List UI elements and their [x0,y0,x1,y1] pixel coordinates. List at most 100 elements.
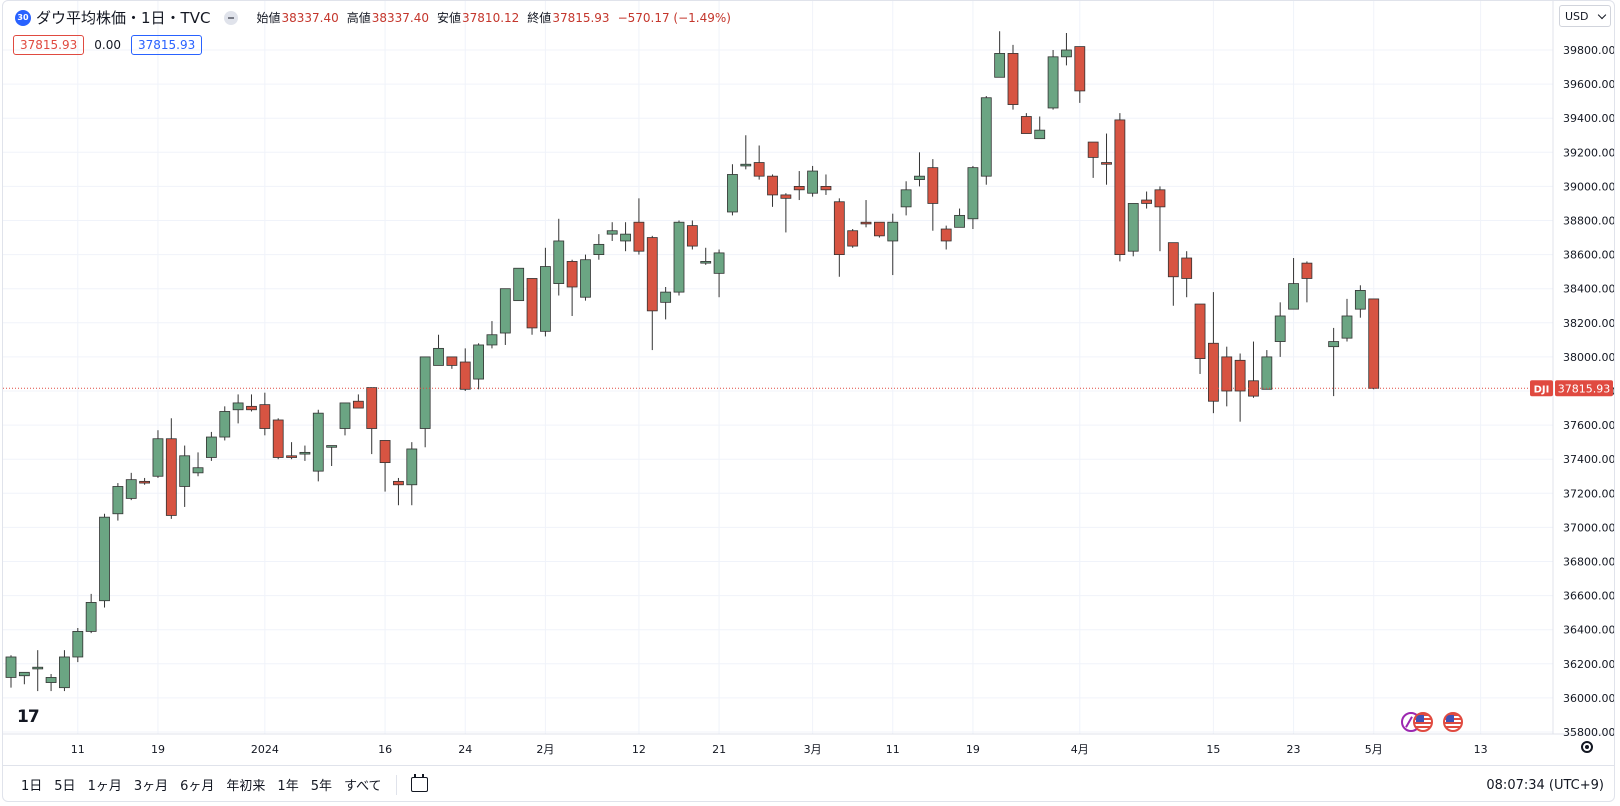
candle [1341,298,1353,342]
range-1m[interactable]: 1ヶ月 [87,779,122,794]
time-tick-label: 4月 [1071,743,1089,756]
symbol-title[interactable]: ダウ平均株価・1日・TVC [36,9,211,27]
candle-body [820,185,832,191]
candle [1154,186,1166,252]
time-tick-label: 12 [632,743,646,756]
candle-body [1020,116,1032,134]
candle [1328,327,1340,397]
candle [312,409,324,482]
candle [1047,50,1059,110]
time-tick-label: 24 [458,743,472,756]
candle-body [526,278,538,329]
change-value: −570.17 (−1.49%) [617,10,731,25]
candle-body [246,405,257,411]
candle [339,402,351,436]
candle [540,247,551,337]
candle [1087,141,1099,178]
candle-body [927,167,939,204]
us-flag-icon[interactable] [1443,712,1463,732]
candle-body [72,631,84,658]
candle-body [767,175,778,196]
candle [713,249,725,298]
range-1d[interactable]: 1日 [21,779,43,794]
candle-body [1141,199,1152,204]
candle [860,200,872,228]
candle-body [1127,203,1139,252]
candle-body [1074,46,1086,92]
candle-body [232,402,244,411]
candle [727,164,738,216]
candle [246,394,257,412]
range-6m[interactable]: 6ヶ月 [180,779,215,794]
candle-body [994,53,1006,78]
buy-price[interactable]: 37815.93 [130,35,203,55]
candle [112,483,124,521]
candle-body [580,259,591,298]
currency-select[interactable]: USD [1559,5,1611,27]
candle-body [807,170,818,194]
settings-icon[interactable] [1581,741,1593,753]
candle [45,674,57,692]
candle [593,234,605,260]
spread-value: 0.00 [94,38,121,52]
candle [286,442,297,460]
price-tick-label: 39800.00 [1563,44,1615,57]
time-tick-label: 2月 [536,743,554,756]
candle-body [1354,290,1366,310]
candle-body [1368,298,1380,389]
candle-body [914,175,925,180]
candle [1020,113,1032,134]
range-all[interactable]: すべて [343,779,382,794]
candle-body [1221,356,1233,392]
candle-body [1154,189,1166,208]
price-tick-label: 39600.00 [1563,78,1615,91]
candle [152,430,164,478]
candle [686,220,698,250]
range-5d[interactable]: 5日 [54,779,76,794]
price-tick-label: 37400.00 [1563,453,1615,466]
range-3m[interactable]: 3ヶ月 [133,779,169,794]
candle [1221,346,1233,407]
candles [5,31,1380,692]
tradingview-logo-icon[interactable]: 17 [17,707,40,727]
price-tick-label: 37200.00 [1563,487,1615,500]
candle-body [473,344,485,380]
candle [1007,44,1019,110]
us-flag-icon[interactable] [1413,712,1433,732]
candle-body [1248,380,1259,397]
candle-body [139,480,151,484]
price-tick-label: 35800.00 [1563,726,1615,739]
open-label: 始値 [256,11,281,25]
candle-body [406,448,418,486]
candle-body [459,361,471,390]
candle [99,513,110,608]
candle [1181,251,1193,298]
candle-body [1301,262,1313,279]
close-value: 37815.93 [552,10,610,25]
price-tick-label: 38800.00 [1563,215,1615,228]
time-axis[interactable]: 11 19 2024 16 24 2月 12 21 3月 11 19 4月 15 23 5月 13 [71,743,1488,756]
time-tick-label: 19 [966,743,980,756]
candle [1127,203,1139,257]
time-tick-label: 5月 [1365,743,1383,756]
clock[interactable]: 08:07:34 (UTC+9) [1486,777,1604,793]
hide-eye-icon[interactable] [224,10,239,25]
range-ytd[interactable]: 年初来 [226,779,266,794]
candle-body [874,221,885,237]
candlestick-chart[interactable]: 35800.00 36000.00 36200.00 36400.00 36600.00… [3,1,1615,802]
calendar-range-icon[interactable] [410,774,428,792]
candle [1034,116,1046,140]
candle-body [1234,359,1246,392]
sell-price[interactable]: 37815.93 [13,35,85,55]
candle-body [1194,303,1206,360]
candle-body [1087,141,1099,158]
price-tick-label: 38200.00 [1563,317,1615,330]
range-1y[interactable]: 1年 [277,779,299,794]
candle-body [1101,162,1112,165]
range-5y[interactable]: 5年 [310,779,332,794]
last-price-label: DJI 37815.93 [1530,380,1613,397]
candle [205,431,217,461]
price-tick-label: 39000.00 [1563,180,1615,193]
candle-body [32,666,44,670]
